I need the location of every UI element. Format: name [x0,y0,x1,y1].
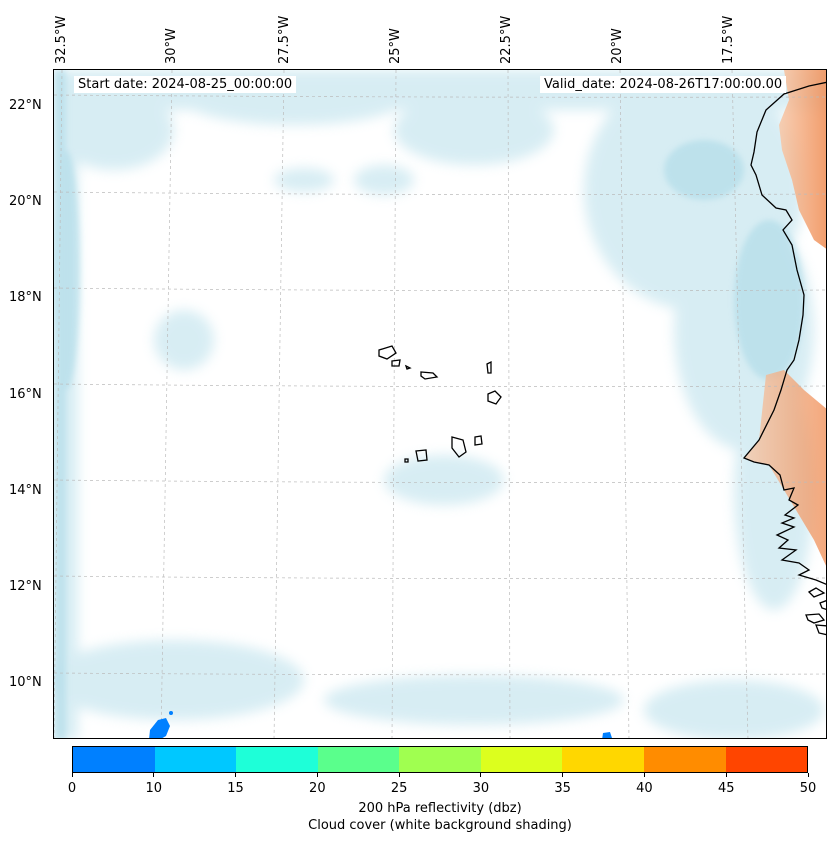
reflectivity-echoes [149,711,612,738]
african-coastline [742,81,826,636]
lat-label-22n: 22°N [9,98,42,113]
valid-date-label: Valid_date: 2024-08-26T17:00:00.00 [540,76,787,93]
colorbar-segment [399,747,481,772]
colorbar-tick-mark [316,773,318,777]
lon-label-27-5w: 27.5°W [277,15,292,64]
land-shading [744,70,826,566]
colorbar-segment [562,747,644,772]
lat-label-10n: 10°N [9,675,42,690]
lon-label-30w: 30°W [164,28,179,64]
colorbar-tick-label: 50 [799,781,817,796]
colorbar-tick-mark [562,773,564,777]
colorbar-segment [480,747,563,772]
colorbar-tick-label: 35 [554,781,571,796]
colorbar-tick-mark [643,773,645,777]
colorbar-segment [643,747,726,772]
cape-verde-islands [378,345,502,463]
colorbar-segment [725,747,808,772]
colorbar-tick-mark [725,773,727,777]
lon-label-25w: 25°W [388,28,403,64]
lat-label-12n: 12°N [9,579,42,594]
colorbar-tick-label: 25 [390,781,408,796]
lat-label-14n: 14°N [9,483,42,498]
colorbar-segment [317,747,400,772]
graticule [54,70,826,738]
lon-label-20w: 20°W [610,28,625,64]
colorbar-tick-label: 20 [309,781,326,796]
colorbar-tick-label: 0 [67,781,77,796]
colorbar [72,746,808,773]
map-panel[interactable] [53,69,827,739]
colorbar-segment [154,747,237,772]
colorbar-tick-label: 30 [472,781,490,796]
colorbar-tick-mark [807,773,809,777]
colorbar-tick-label: 10 [145,781,163,796]
start-date-label: Start date: 2024-08-25_00:00:00 [74,76,297,93]
colorbar-tick-label: 45 [717,781,735,796]
colorbar-label-cloud-cover: Cloud cover (white background shading) [308,818,572,833]
map-canvas [54,70,826,738]
lat-label-16n: 16°N [9,387,42,402]
lon-label-32-5w: 32.5°W [54,15,69,64]
colorbar-segment [236,747,318,772]
colorbar-tick-mark [153,773,155,777]
colorbar-tick-mark [71,773,73,777]
colorbar-tick-mark [398,773,400,777]
lon-label-17-5w: 17.5°W [721,15,736,64]
cloud-cover-shading [54,70,826,738]
colorbar-segment [73,747,155,772]
colorbar-tick-label: 40 [636,781,653,796]
colorbar-label-reflectivity: 200 hPa reflectivity (dbz) [358,801,522,816]
colorbar-tick-label: 15 [227,781,244,796]
colorbar-tick-mark [235,773,237,777]
lat-label-18n: 18°N [9,290,42,305]
lat-label-20n: 20°N [9,194,42,209]
lon-label-22-5w: 22.5°W [499,15,514,64]
colorbar-tick-mark [480,773,482,777]
